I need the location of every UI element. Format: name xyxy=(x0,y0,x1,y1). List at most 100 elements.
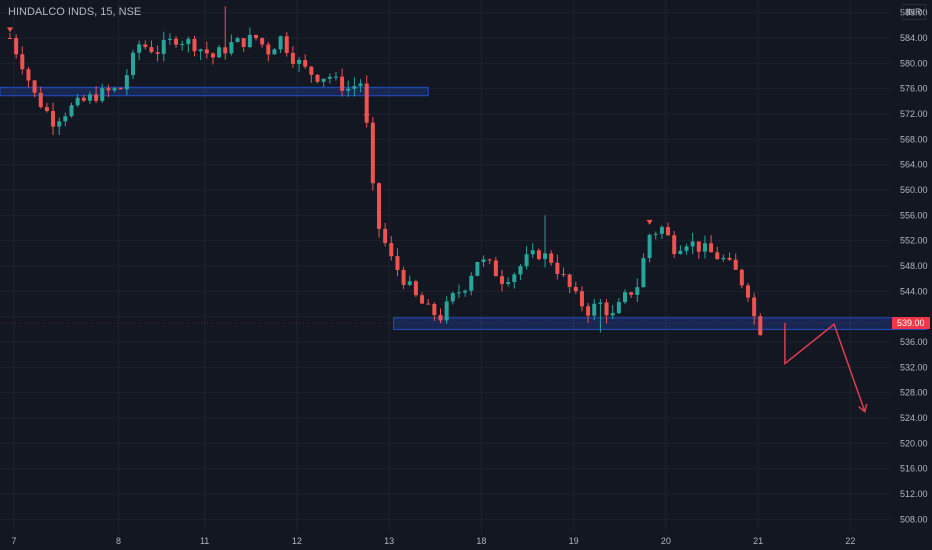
candle-body xyxy=(192,38,197,52)
candle-body xyxy=(81,97,86,101)
support-resistance-zones[interactable] xyxy=(0,86,927,330)
y-tick-label: 508.00 xyxy=(900,514,928,524)
candle-body xyxy=(38,92,43,108)
projection-arrow[interactable] xyxy=(784,323,868,413)
support-resistance-zone xyxy=(393,317,927,330)
y-tick-label: 524.00 xyxy=(900,413,928,423)
sell-signal-marker xyxy=(363,114,370,120)
x-tick-label: 11 xyxy=(200,536,209,546)
candle-body xyxy=(395,256,400,270)
candle-body xyxy=(506,282,511,284)
candle-body xyxy=(536,250,541,260)
candle-body xyxy=(340,76,345,91)
candles xyxy=(8,6,763,336)
candle-body xyxy=(721,257,726,260)
projection-arrowhead xyxy=(858,403,868,413)
candle-body xyxy=(690,241,695,247)
candle-body xyxy=(143,44,148,48)
candle-body xyxy=(678,250,683,254)
candle-body xyxy=(696,241,701,252)
candle-body xyxy=(653,233,658,235)
candle-body xyxy=(51,111,56,127)
y-tick-label: 512.00 xyxy=(900,489,928,499)
candle-body xyxy=(315,74,320,82)
candle-body xyxy=(592,303,597,316)
candle-body xyxy=(746,285,750,298)
candle-body xyxy=(672,235,677,254)
candle-body xyxy=(352,86,357,89)
candle-body xyxy=(57,121,62,127)
candle-body xyxy=(254,34,258,39)
candle-body xyxy=(549,253,554,263)
candle-body xyxy=(709,243,714,253)
x-tick-label: 13 xyxy=(384,536,394,546)
y-tick-label: 536.00 xyxy=(900,337,928,347)
candle-body xyxy=(32,80,37,93)
y-tick-label: 544.00 xyxy=(900,286,928,296)
candle-body xyxy=(561,273,566,275)
candle-body xyxy=(420,295,425,304)
candle-body xyxy=(229,42,234,54)
y-tick-label: 584.00 xyxy=(900,33,928,43)
candle-body xyxy=(223,47,228,54)
candle-body xyxy=(327,76,332,79)
candle-body xyxy=(210,53,215,58)
price-axis[interactable]: 508.00 512.00 516.00 520.00 524.00 528.00 532.… xyxy=(0,8,930,525)
candle-body xyxy=(284,36,289,53)
candle-body xyxy=(524,254,529,267)
y-tick-label: 588.00 xyxy=(900,8,928,18)
candle-body xyxy=(235,38,240,43)
candle-body xyxy=(69,105,74,117)
x-tick-label: 19 xyxy=(569,536,579,546)
candle-body xyxy=(44,107,49,112)
candle-body xyxy=(543,253,548,260)
candle-body xyxy=(297,60,302,64)
candle-body xyxy=(518,266,523,275)
candle-body xyxy=(413,281,418,296)
candle-body xyxy=(456,292,461,294)
time-axis[interactable]: 7 8 11 12 13 18 19 20 21 22 xyxy=(11,536,855,546)
candle-body xyxy=(727,257,732,260)
candle-body xyxy=(377,183,381,229)
candle-body xyxy=(463,290,468,293)
candle-body xyxy=(149,47,154,53)
candle-body xyxy=(333,76,338,78)
candle-body xyxy=(629,292,634,295)
candle-body xyxy=(118,88,123,90)
candle-body xyxy=(260,38,265,45)
candle-body xyxy=(641,258,646,288)
currency-badge[interactable]: INR xyxy=(902,4,926,20)
x-tick-label: 8 xyxy=(116,536,121,546)
candle-body xyxy=(14,38,19,55)
candle-body xyxy=(752,297,757,317)
candle-body xyxy=(321,78,326,82)
candle-body xyxy=(407,281,412,285)
candle-body xyxy=(555,262,560,274)
candle-body xyxy=(579,291,584,307)
sell-signal-marker xyxy=(7,27,13,33)
candle-body xyxy=(604,302,609,316)
candle-body xyxy=(450,293,455,302)
candle-body xyxy=(161,39,166,54)
candle-body xyxy=(715,252,720,260)
candle-body xyxy=(174,38,179,45)
candle-body xyxy=(666,227,671,236)
candle-body xyxy=(438,315,443,321)
candle-body xyxy=(500,276,504,284)
y-tick-label: 548.00 xyxy=(900,261,928,271)
candle-body xyxy=(358,83,363,87)
candle-body xyxy=(610,313,615,316)
candle-body xyxy=(401,269,406,285)
y-tick-label: 556.00 xyxy=(900,210,928,220)
candle-body xyxy=(112,88,117,91)
candle-body xyxy=(623,292,627,303)
candle-body xyxy=(370,122,375,184)
sell-signal-marker xyxy=(646,219,653,225)
y-tick-label: 552.00 xyxy=(900,236,928,246)
candle-body xyxy=(266,44,271,55)
x-tick-label: 12 xyxy=(292,536,302,546)
last-price-label: 539.00 xyxy=(897,318,925,328)
candle-body xyxy=(389,243,394,257)
y-tick-label: 576.00 xyxy=(900,84,928,94)
